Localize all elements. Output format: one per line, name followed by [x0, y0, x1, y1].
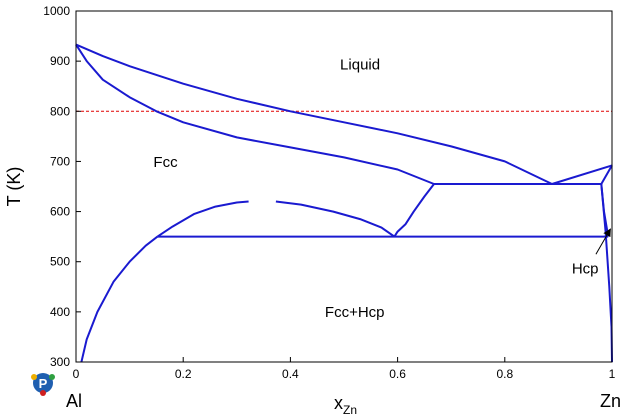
phase-boundary-9	[551, 164, 613, 185]
phase-boundary-3	[393, 183, 435, 238]
phase-boundary-12	[600, 183, 613, 363]
svg-text:P: P	[39, 376, 48, 391]
x-tick-label: 0.8	[496, 367, 513, 381]
x-axis-title: xZn	[334, 393, 357, 417]
y-tick-label: 400	[50, 305, 70, 319]
phase-region-label: Fcc	[153, 154, 178, 171]
left-element-label: Al	[66, 391, 82, 411]
pandat-logo: P	[31, 373, 55, 396]
y-axis-title: T (K)	[4, 167, 24, 207]
x-tick-label: 0.2	[175, 367, 192, 381]
phase-boundary-4	[156, 200, 249, 238]
phase-boundary-1	[75, 43, 553, 185]
x-tick-label: 0.6	[389, 367, 406, 381]
phase-boundary-2	[75, 44, 435, 185]
phase-region-label: Fcc+Hcp	[325, 304, 385, 321]
y-tick-label: 700	[50, 154, 70, 168]
x-axis-title-subscript: Zn	[343, 403, 357, 417]
y-tick-label: 500	[50, 255, 70, 269]
y-tick-label: 900	[50, 54, 70, 68]
right-element-label: Zn	[600, 391, 621, 411]
y-tick-label: 300	[50, 355, 70, 369]
y-tick-label: 800	[50, 104, 70, 118]
x-tick-label: 1	[609, 367, 616, 381]
phase-boundary-6	[80, 235, 159, 363]
phase-boundary-5	[275, 200, 395, 238]
y-tick-label: 600	[50, 205, 70, 219]
hcp-annotation-arrow	[595, 228, 611, 255]
phase-region-label: Hcp	[572, 261, 599, 278]
x-tick-label: 0	[73, 367, 80, 381]
x-tick-label: 0.4	[282, 367, 299, 381]
y-tick-label: 1000	[43, 4, 70, 18]
phase-region-label: Liquid	[340, 57, 380, 74]
plot-frame	[75, 10, 613, 363]
